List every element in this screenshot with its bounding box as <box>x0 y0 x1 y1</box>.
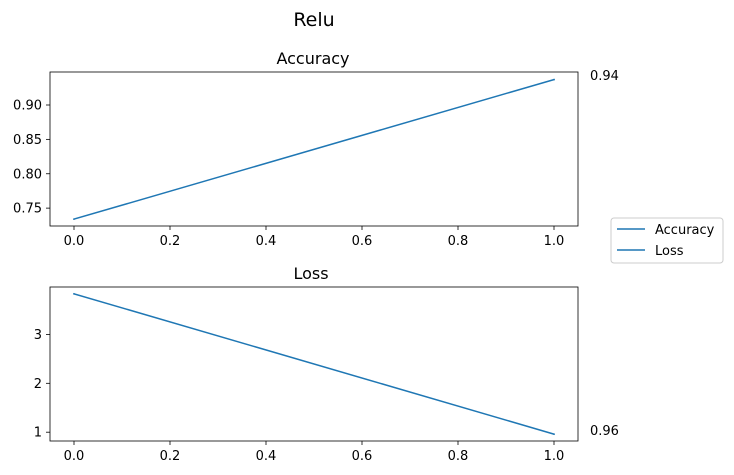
loss-series <box>73 292 555 436</box>
accuracy-series <box>73 78 555 221</box>
legend-label-accuracy: Accuracy <box>655 223 715 238</box>
accuracy-x-tick-label: 0.4 <box>256 234 277 249</box>
loss-plot-title: Loss <box>293 264 328 283</box>
loss-final-value-annotation: 0.96 <box>590 424 619 439</box>
loss-x-tick-label: 0.2 <box>160 449 181 464</box>
legend-label-loss: Loss <box>655 244 684 259</box>
accuracy-subplot: Accuracy 0.0 0.2 0.4 0.6 0.8 1.0 0.75 0.80 0.85… <box>13 49 619 249</box>
accuracy-y-tick-label: 0.90 <box>13 99 42 114</box>
loss-x-tick-label: 0.4 <box>256 449 277 464</box>
accuracy-x-tick-label: 0.6 <box>352 234 373 249</box>
accuracy-data-point <box>73 218 75 220</box>
loss-series-line <box>73 292 555 436</box>
accuracy-y-tick-label: 0.85 <box>13 133 42 148</box>
accuracy-x-tick-label: 1.0 <box>544 234 565 249</box>
loss-subplot: Loss 0.0 0.2 0.4 0.6 0.8 1.0 1 2 3 0.96 <box>34 264 619 464</box>
accuracy-data-point <box>553 78 555 81</box>
accuracy-y-tick-label: 0.80 <box>13 167 42 182</box>
loss-x-tick-label: 1.0 <box>544 449 565 464</box>
loss-x-tick-label: 0.6 <box>352 449 373 464</box>
accuracy-final-value-annotation: 0.94 <box>590 69 619 84</box>
loss-y-tick-label: 1 <box>34 426 42 441</box>
legend: Accuracy Loss <box>610 217 724 264</box>
accuracy-x-tick-label: 0.2 <box>160 234 181 249</box>
figure-title: Relu <box>293 9 334 31</box>
loss-y-tick-label: 2 <box>34 377 42 392</box>
loss-plot-frame <box>49 286 579 442</box>
loss-data-point <box>553 433 555 435</box>
accuracy-x-ticks: 0.0 0.2 0.4 0.6 0.8 1.0 <box>64 226 565 249</box>
loss-x-ticks: 0.0 0.2 0.4 0.6 0.8 1.0 <box>64 441 565 464</box>
accuracy-y-ticks: 0.75 0.80 0.85 0.90 <box>13 99 50 217</box>
accuracy-y-tick-label: 0.75 <box>13 202 42 217</box>
accuracy-series-line <box>73 78 555 221</box>
loss-y-tick-label: 3 <box>34 328 42 343</box>
loss-data-point <box>73 293 75 295</box>
loss-x-tick-label: 0.8 <box>448 449 469 464</box>
loss-y-ticks: 1 2 3 <box>34 328 50 441</box>
accuracy-x-tick-label: 0.0 <box>64 234 85 249</box>
accuracy-plot-frame <box>49 71 579 227</box>
accuracy-plot-title: Accuracy <box>276 49 349 68</box>
accuracy-x-tick-label: 0.8 <box>448 234 469 249</box>
loss-x-tick-label: 0.0 <box>64 449 85 464</box>
